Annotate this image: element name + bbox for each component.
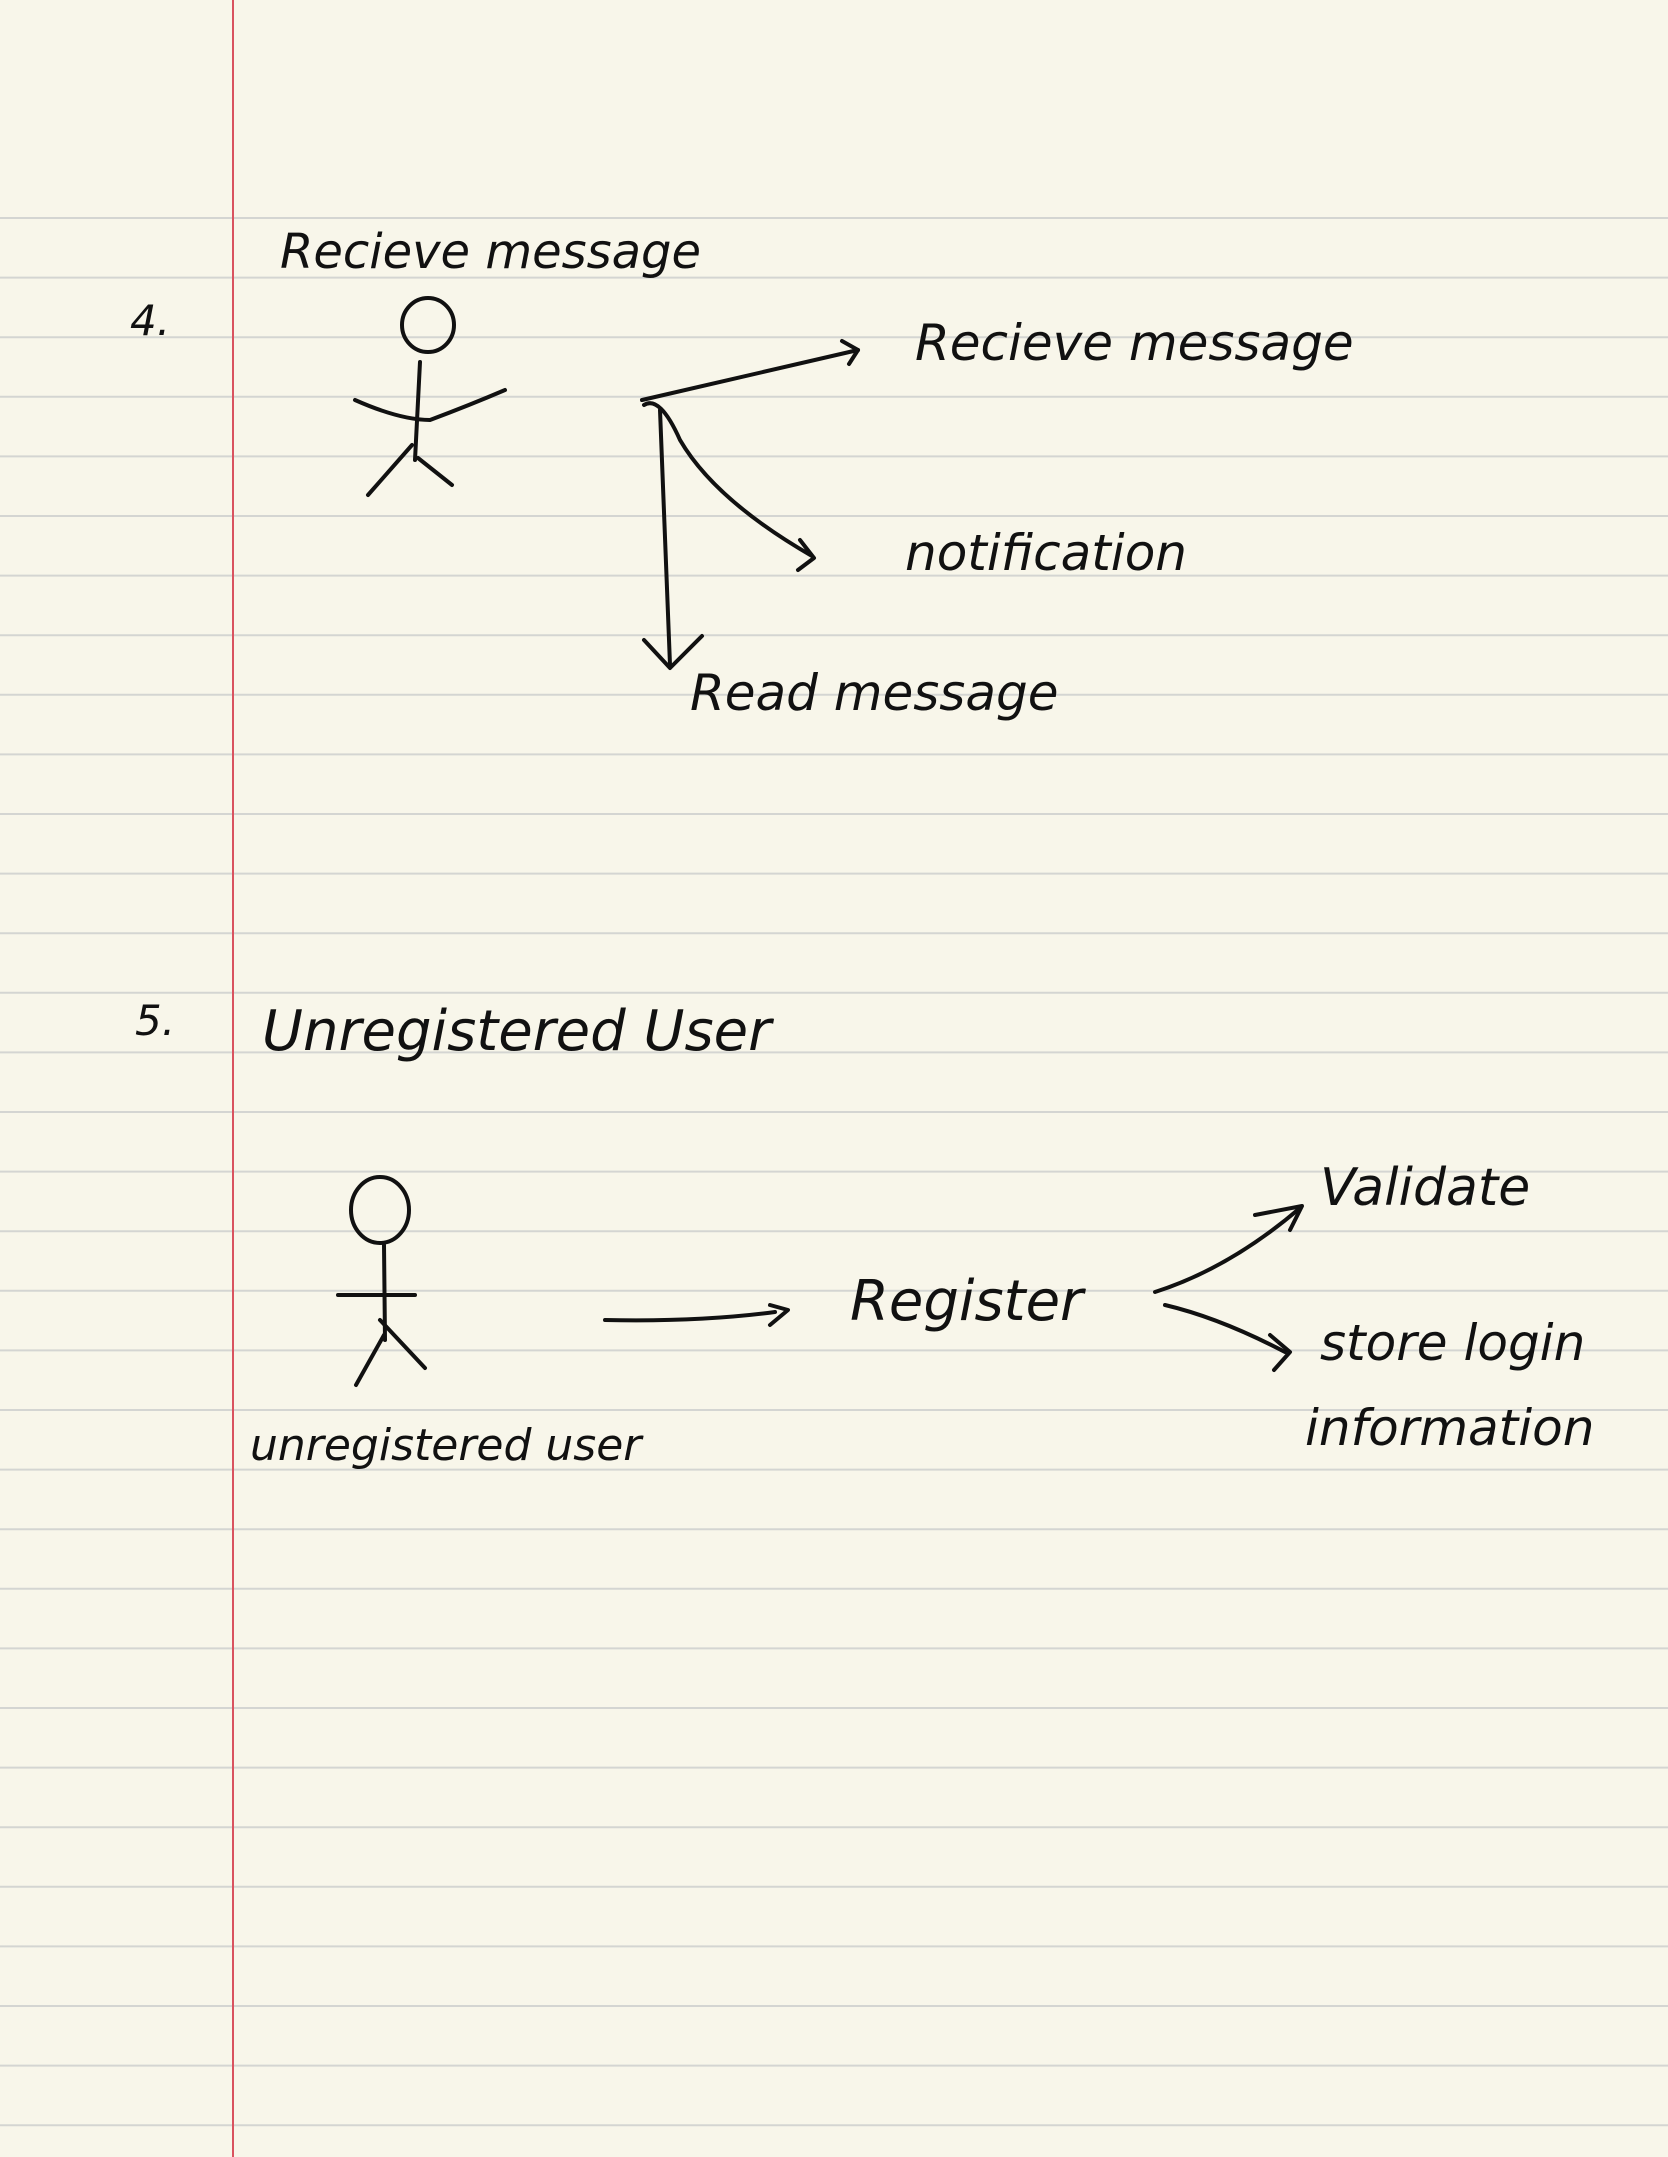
use-case-recieve-message: Recieve message (915, 314, 1354, 372)
use-case-notification: notification (905, 524, 1187, 582)
arrow-to-read-message (642, 408, 704, 670)
use-case-read-message: Read message (690, 664, 1058, 722)
actor-icon (353, 296, 507, 497)
ruled-lines (0, 217, 1668, 2127)
arrow-to-notification (642, 401, 816, 572)
section-5-number: 5. (135, 996, 175, 1045)
store-line-2: information (1305, 1399, 1594, 1457)
section-4: 4. Recieve message Recieve mes (130, 224, 1354, 722)
arrow-to-validate (1153, 1204, 1304, 1294)
actor-label: unregistered user (250, 1420, 644, 1471)
use-case-store-login-information: store login information (1305, 1314, 1601, 1457)
store-line-1: store login (1320, 1314, 1585, 1372)
arrow-to-recieve-message (640, 339, 860, 402)
arrow-to-store (1163, 1303, 1292, 1372)
actor-icon (336, 1175, 427, 1387)
use-case-register: Register (850, 1269, 1086, 1334)
section-5-heading: Unregistered User (262, 999, 774, 1064)
section-5: 5. Unregistered User unregistered user R… (135, 996, 1601, 1471)
section-4-heading: Recieve message (280, 224, 701, 280)
arrow-to-register (603, 1303, 790, 1327)
use-case-validate: Validate (1320, 1158, 1530, 1218)
section-4-number: 4. (130, 296, 170, 345)
